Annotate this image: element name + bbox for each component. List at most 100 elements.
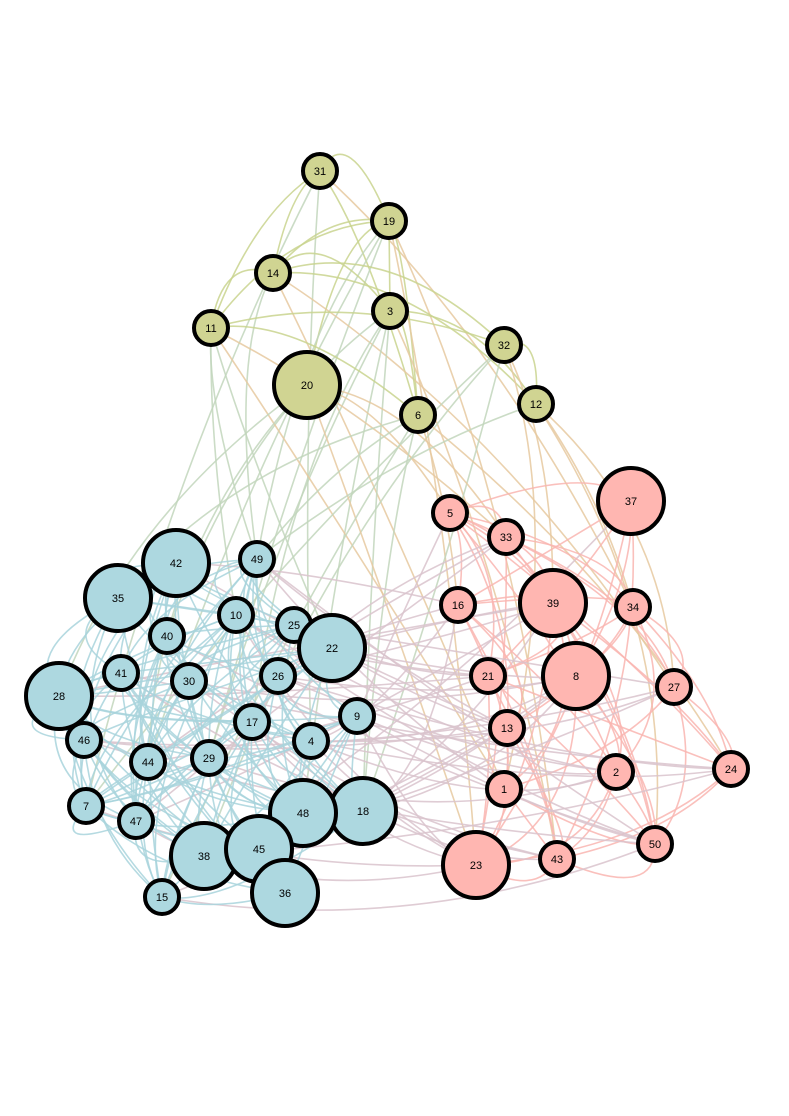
edge: [130, 635, 168, 822]
node-label: 30: [183, 676, 195, 688]
node-label: 38: [198, 851, 210, 863]
node-label: 9: [354, 711, 360, 723]
edge: [135, 602, 554, 822]
node: [170, 662, 208, 700]
edge: [362, 344, 505, 812]
edge: [210, 327, 237, 616]
node-label: 41: [115, 668, 127, 680]
node-label: 32: [498, 340, 510, 352]
node-label: 10: [230, 610, 242, 622]
edge: [503, 344, 554, 604]
node-label: 49: [251, 554, 263, 566]
node: [148, 617, 186, 655]
node-label: 15: [156, 892, 168, 904]
node: [259, 657, 297, 695]
node-label: 40: [161, 631, 173, 643]
node: [517, 385, 555, 423]
node-label: 17: [246, 717, 258, 729]
node: [487, 518, 525, 556]
node-label: 7: [83, 801, 89, 813]
node: [338, 697, 376, 735]
edge: [210, 325, 419, 416]
node-label: 39: [547, 598, 559, 610]
node: [596, 466, 666, 536]
node: [217, 596, 255, 634]
node: [371, 292, 409, 330]
node: [469, 657, 507, 695]
edge: [83, 739, 163, 898]
node-label: 44: [142, 757, 154, 769]
node-label: 27: [668, 682, 680, 694]
node: [541, 641, 611, 711]
node-label: 11: [205, 323, 216, 335]
node: [399, 396, 437, 434]
node: [370, 202, 408, 240]
node-label: 2: [613, 767, 619, 779]
node: [233, 703, 271, 741]
edge: [389, 310, 558, 860]
node: [192, 309, 230, 347]
edge: [210, 311, 505, 346]
node: [485, 770, 523, 808]
node-label: 33: [500, 532, 512, 544]
node: [712, 750, 750, 788]
node-label: 37: [625, 496, 637, 508]
node-label: 24: [725, 764, 737, 776]
edge: [245, 272, 274, 560]
edge: [552, 602, 656, 845]
edge: [188, 675, 577, 701]
edge: [306, 384, 477, 866]
edge: [256, 558, 505, 790]
node-label: 31: [314, 166, 326, 178]
node-label: 3: [387, 306, 393, 318]
node-label: 14: [267, 268, 279, 280]
node-label: 12: [530, 399, 542, 411]
node: [190, 739, 228, 777]
edge: [85, 170, 321, 807]
node-label: 4: [308, 736, 314, 748]
edge: [251, 721, 558, 861]
node: [24, 661, 94, 731]
edge: [256, 403, 537, 560]
node-label: 34: [627, 602, 639, 614]
edge: [166, 635, 656, 845]
node-label: 43: [551, 854, 563, 866]
node: [67, 787, 105, 825]
node-label: 26: [272, 671, 284, 683]
edge: [210, 220, 390, 329]
node: [238, 540, 276, 578]
node: [655, 668, 693, 706]
node-label: 5: [447, 508, 453, 520]
node-label: 35: [112, 593, 124, 605]
node: [597, 753, 635, 791]
edge: [449, 512, 634, 608]
edge: [85, 740, 312, 807]
node-label: 25: [288, 620, 300, 632]
node: [297, 613, 367, 683]
edge: [319, 170, 634, 608]
edge: [556, 768, 732, 860]
node: [614, 588, 652, 626]
edge: [210, 170, 321, 329]
node-label: 48: [297, 808, 309, 820]
node: [488, 709, 526, 747]
edge: [58, 384, 308, 697]
edge: [272, 262, 505, 346]
node: [538, 840, 576, 878]
node-label: 36: [279, 888, 291, 900]
node: [65, 721, 103, 759]
edge: [388, 220, 558, 860]
node: [485, 326, 523, 364]
edge: [535, 403, 634, 608]
edge: [503, 686, 675, 790]
node: [518, 568, 588, 638]
node-label: 47: [130, 816, 142, 828]
node: [83, 563, 153, 633]
node-label: 18: [357, 806, 369, 818]
edge: [135, 536, 507, 822]
node: [129, 743, 167, 781]
edge: [208, 310, 391, 759]
node: [102, 654, 140, 692]
